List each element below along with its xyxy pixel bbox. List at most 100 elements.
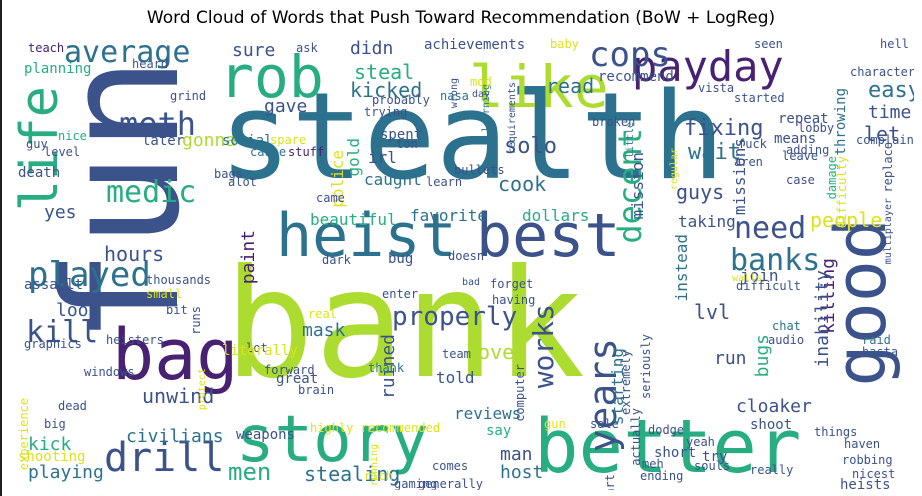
word-ending: ending: [640, 469, 684, 483]
word-bags: bags: [214, 167, 243, 181]
word-fixing: fixing: [684, 116, 764, 141]
word-gonna: gonna: [182, 130, 237, 151]
word-trying: trying: [364, 105, 408, 119]
word-steal: steal: [354, 60, 415, 84]
word-achievements: achievements: [424, 38, 526, 53]
word-try: try: [702, 449, 728, 465]
word-look: look: [56, 300, 100, 321]
word-repeat: repeat: [778, 111, 829, 127]
word-rich: rich: [364, 469, 393, 483]
word-raid: raid: [862, 333, 891, 347]
word-lvl: lvl: [694, 300, 731, 324]
word-reviews: reviews: [454, 404, 522, 423]
word-later: later: [142, 133, 185, 149]
word-heisters: heisters: [106, 333, 164, 347]
word-irl: irl: [368, 148, 397, 167]
word-bag: bag: [112, 314, 239, 396]
word-yes: yes: [44, 202, 77, 223]
word-chat: chat: [772, 319, 801, 333]
word-dollars: dollars: [522, 206, 590, 225]
word-told: told: [436, 368, 475, 387]
word-solo: solo: [504, 134, 557, 159]
word-caught: caught: [364, 170, 422, 189]
word-learn: learn: [426, 175, 463, 189]
word-death: death: [18, 165, 61, 181]
word-ton: ton: [396, 137, 418, 151]
word-gold: gold: [344, 138, 363, 177]
word-wait: wait: [688, 140, 741, 165]
word-dark: dark: [322, 253, 351, 267]
word-sure: sure: [232, 40, 276, 61]
word-baby: baby: [550, 38, 579, 51]
word-let: let: [864, 122, 901, 146]
word-brain: brain: [298, 383, 335, 397]
word-forget: forget: [490, 277, 534, 291]
word-haven: haven: [844, 437, 881, 451]
window-edge: [0, 0, 2, 496]
word-lot: lot: [246, 341, 268, 355]
word-properly: properly: [392, 302, 518, 332]
word-having: having: [492, 293, 536, 307]
word-men: men: [228, 458, 272, 486]
word-throwing: throwing: [833, 88, 849, 156]
word-wrong: wrong: [449, 78, 460, 109]
word-great: great: [276, 371, 319, 387]
word-works: works: [527, 304, 560, 389]
word-hours: hours: [104, 242, 165, 266]
word-average: average: [64, 38, 191, 70]
word-stealing: stealing: [304, 462, 401, 486]
word-comes: comes: [432, 459, 469, 473]
word-day: day: [472, 89, 491, 100]
word-yeah: yeah: [686, 435, 715, 449]
word-souls: souls: [694, 459, 731, 473]
word-story: story: [236, 403, 429, 477]
word-leave: leave: [782, 149, 819, 163]
word-say: say: [486, 423, 512, 439]
word-walls: walls: [732, 273, 763, 284]
word-highly-recommended: highly recommended: [310, 421, 441, 435]
chart-title: Word Cloud of Words that Push Toward Rec…: [146, 8, 776, 28]
word-adding: adding: [786, 143, 830, 157]
word-drill: drill: [104, 435, 225, 481]
word-real: real: [308, 307, 337, 321]
word-heard: heard: [132, 57, 169, 71]
word-thousands: thousands: [146, 273, 212, 287]
word-probably: probably: [372, 93, 430, 107]
word-gave: gave: [264, 96, 308, 117]
word-love: love: [466, 340, 515, 364]
word-cook: cook: [498, 172, 547, 196]
word-seen: seen: [754, 38, 783, 51]
word-grind: grind: [170, 89, 207, 103]
word-heists: heists: [840, 477, 891, 490]
word-time: time: [868, 102, 912, 123]
word-guys: guys: [676, 180, 725, 204]
word-start: start: [603, 474, 617, 490]
word-banks: banks: [730, 243, 821, 278]
word-better: better: [534, 404, 802, 490]
word-playing: playing: [28, 462, 104, 483]
word-kick: kick: [28, 434, 72, 455]
word-taking: taking: [678, 212, 736, 231]
word-spare: spare: [270, 133, 307, 147]
word-cops: cops: [589, 38, 671, 75]
word-replace: replace: [881, 142, 895, 193]
word-read: read: [546, 74, 595, 98]
word-windows: windows: [84, 365, 135, 379]
word-man: man: [500, 444, 533, 465]
word-bullets: bullets: [454, 163, 505, 177]
word-meh: meh: [642, 457, 664, 471]
word-short: short: [654, 445, 697, 461]
word-host: host: [500, 462, 544, 483]
word-planning: planning: [24, 61, 92, 77]
word-heist: heist: [276, 201, 457, 271]
word-alot: alot: [228, 175, 257, 189]
word-teach: teach: [28, 41, 65, 55]
word-bug: bug: [388, 251, 414, 267]
word-audio: audio: [768, 333, 805, 347]
word-shoot: shoot: [750, 417, 793, 433]
word-literally: literally: [222, 343, 298, 359]
word-aren: aren: [734, 155, 763, 169]
word-paint: paint: [238, 230, 259, 285]
word-medic: medic: [106, 175, 197, 210]
word-hell: hell: [880, 38, 909, 51]
